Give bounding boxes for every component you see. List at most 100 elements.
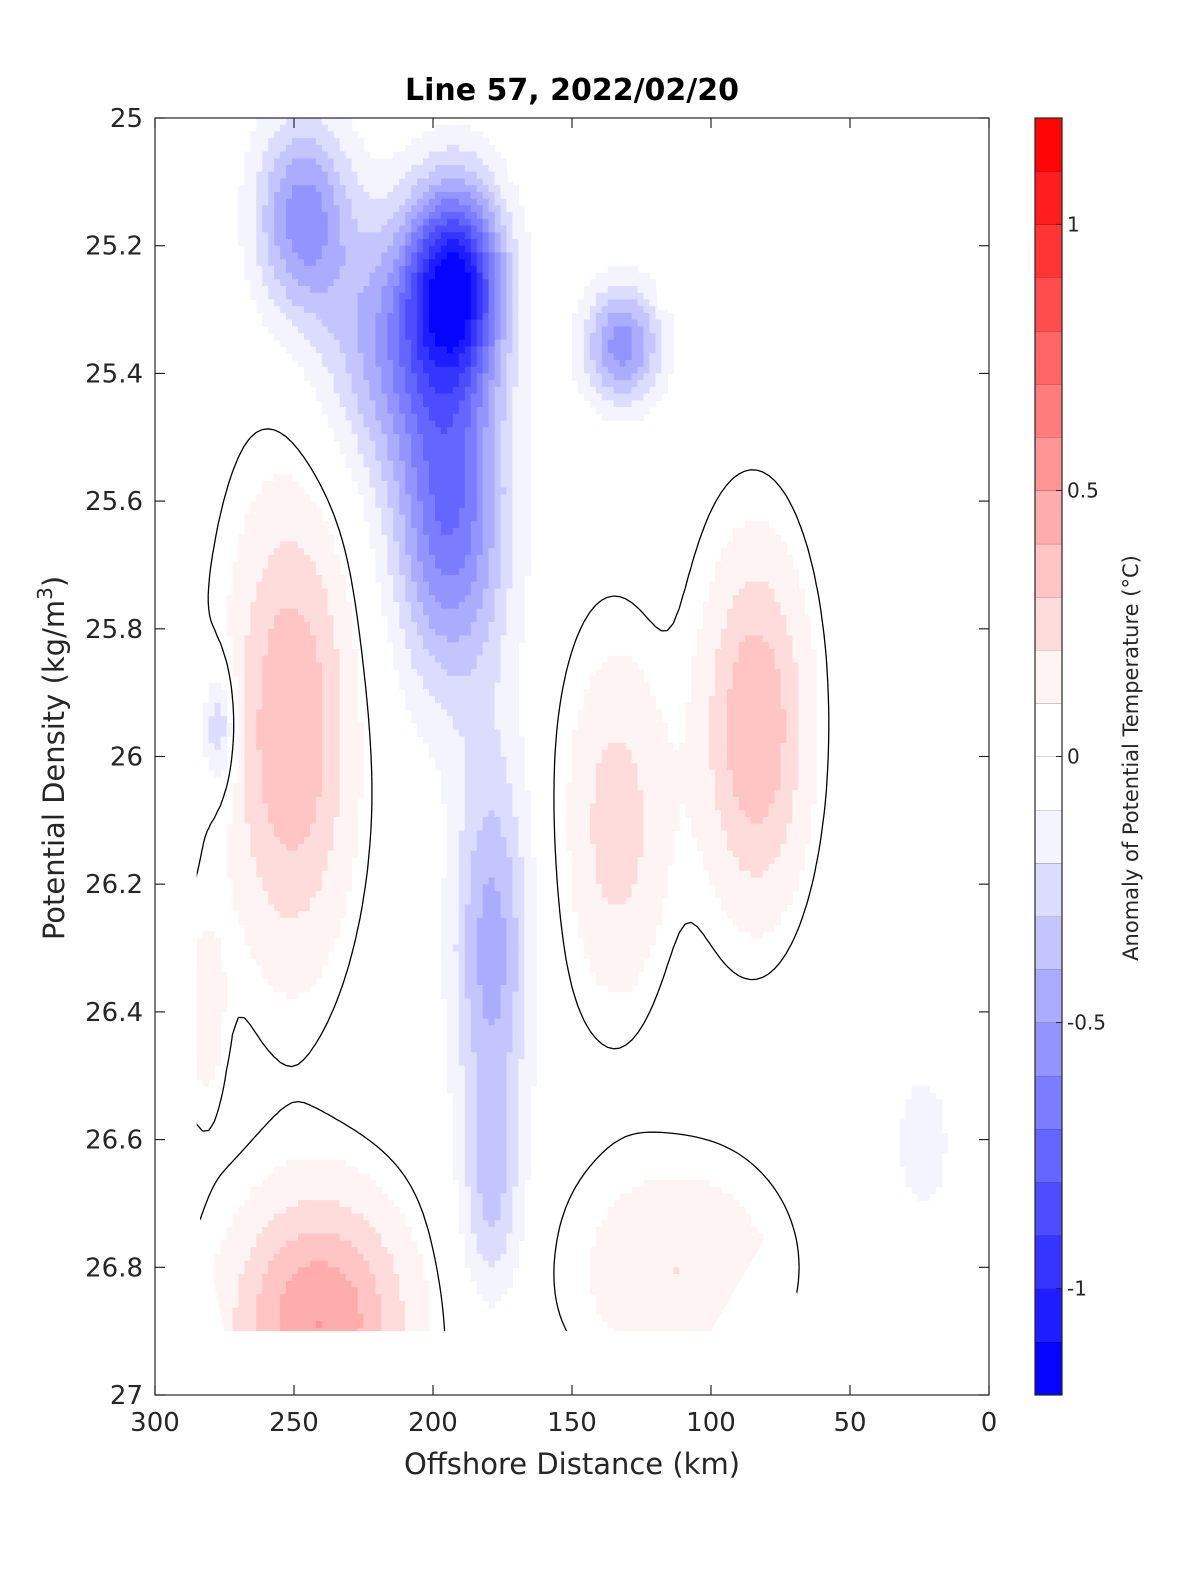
anomaly-cell bbox=[488, 333, 496, 341]
anomaly-cell bbox=[470, 225, 478, 233]
anomaly-cell bbox=[625, 729, 633, 737]
anomaly-cell bbox=[375, 205, 382, 213]
anomaly-cell bbox=[321, 716, 329, 724]
anomaly-cell bbox=[798, 595, 805, 603]
anomaly-cell bbox=[363, 407, 371, 415]
anomaly-cell bbox=[464, 427, 472, 435]
anomaly-cell bbox=[625, 292, 633, 301]
anomaly-cell bbox=[738, 662, 746, 670]
anomaly-cell bbox=[470, 581, 478, 590]
anomaly-cell bbox=[500, 494, 508, 502]
anomaly-cell bbox=[297, 689, 305, 697]
anomaly-cell bbox=[429, 601, 436, 610]
anomaly-cell bbox=[756, 615, 764, 623]
anomaly-cell bbox=[601, 702, 609, 711]
anomaly-cell bbox=[470, 359, 478, 368]
anomaly-cell bbox=[619, 353, 627, 361]
anomaly-cell bbox=[583, 393, 591, 401]
anomaly-cell bbox=[423, 527, 430, 536]
anomaly-cell bbox=[732, 588, 740, 596]
anomaly-cell bbox=[303, 259, 311, 267]
anomaly-cell bbox=[434, 312, 442, 321]
anomaly-cell bbox=[333, 642, 341, 650]
anomaly-cell bbox=[238, 696, 245, 704]
anomaly-cell bbox=[446, 433, 454, 442]
anomaly-cell bbox=[476, 675, 484, 684]
anomaly-cell bbox=[357, 198, 365, 206]
anomaly-cell bbox=[321, 615, 329, 623]
anomaly-cell bbox=[268, 595, 275, 603]
anomaly-cell bbox=[351, 265, 359, 274]
anomaly-cell bbox=[506, 312, 514, 321]
anomaly-cell bbox=[625, 286, 633, 294]
anomaly-cell bbox=[643, 339, 651, 348]
anomaly-cell bbox=[500, 386, 508, 395]
anomaly-cell bbox=[357, 265, 365, 274]
anomaly-cell bbox=[476, 380, 484, 388]
anomaly-cell bbox=[607, 702, 615, 711]
anomaly-cell bbox=[303, 279, 311, 287]
anomaly-cell bbox=[286, 265, 293, 274]
anomaly-cell bbox=[500, 487, 508, 495]
anomaly-cell bbox=[417, 373, 424, 381]
anomaly-cell bbox=[655, 353, 662, 361]
anomaly-cell bbox=[619, 722, 627, 731]
anomaly-cell bbox=[327, 138, 335, 146]
anomaly-cell bbox=[321, 648, 329, 657]
anomaly-cell bbox=[732, 595, 740, 603]
anomaly-cell bbox=[327, 722, 335, 731]
anomaly-cell bbox=[434, 575, 442, 583]
anomaly-cell bbox=[333, 433, 341, 442]
anomaly-cell bbox=[321, 252, 329, 260]
anomaly-cell bbox=[458, 595, 466, 603]
anomaly-cell bbox=[399, 386, 406, 395]
anomaly-cell bbox=[452, 514, 460, 522]
anomaly-cell bbox=[297, 131, 305, 139]
anomaly-cell bbox=[601, 743, 609, 751]
anomaly-cell bbox=[458, 561, 466, 569]
anomaly-cell bbox=[423, 218, 430, 227]
anomaly-cell bbox=[494, 696, 502, 704]
anomaly-cell bbox=[369, 527, 377, 536]
anomaly-cell bbox=[411, 601, 418, 610]
anomaly-cell bbox=[476, 433, 484, 442]
anomaly-cell bbox=[369, 454, 377, 462]
anomaly-cell bbox=[333, 581, 341, 590]
anomaly-cell bbox=[679, 743, 686, 751]
anomaly-cell bbox=[637, 669, 645, 677]
anomaly-cell bbox=[262, 642, 269, 650]
anomaly-cell bbox=[411, 306, 418, 314]
anomaly-cell bbox=[804, 696, 811, 704]
anomaly-cell bbox=[280, 138, 287, 146]
anomaly-cell bbox=[417, 191, 424, 200]
anomaly-cell bbox=[321, 407, 329, 415]
anomaly-cell bbox=[280, 568, 287, 576]
anomaly-cell bbox=[583, 736, 591, 744]
anomaly-cell bbox=[524, 272, 531, 280]
anomaly-cell bbox=[494, 393, 502, 401]
anomaly-cell bbox=[500, 554, 508, 563]
anomaly-cell bbox=[309, 507, 317, 516]
anomaly-cell bbox=[280, 588, 287, 596]
anomaly-cell bbox=[518, 218, 525, 227]
anomaly-cell bbox=[274, 265, 281, 274]
anomaly-cell bbox=[244, 581, 251, 590]
anomaly-cell bbox=[339, 191, 347, 200]
anomaly-cell bbox=[703, 642, 710, 650]
anomaly-cell bbox=[286, 682, 293, 690]
anomaly-cell bbox=[434, 433, 442, 442]
anomaly-cell bbox=[292, 286, 299, 294]
anomaly-cell bbox=[470, 736, 478, 744]
anomaly-cell bbox=[411, 521, 418, 529]
anomaly-cell bbox=[726, 709, 734, 717]
anomaly-cell bbox=[250, 212, 257, 220]
anomaly-cell bbox=[363, 259, 371, 267]
anomaly-cell bbox=[452, 521, 460, 529]
anomaly-cell bbox=[732, 655, 740, 663]
anomaly-cell bbox=[303, 541, 311, 549]
anomaly-cell bbox=[405, 575, 412, 583]
anomaly-cell bbox=[399, 245, 406, 254]
anomaly-cell bbox=[286, 608, 293, 616]
anomaly-cell bbox=[321, 601, 329, 610]
anomaly-cell bbox=[446, 622, 454, 630]
